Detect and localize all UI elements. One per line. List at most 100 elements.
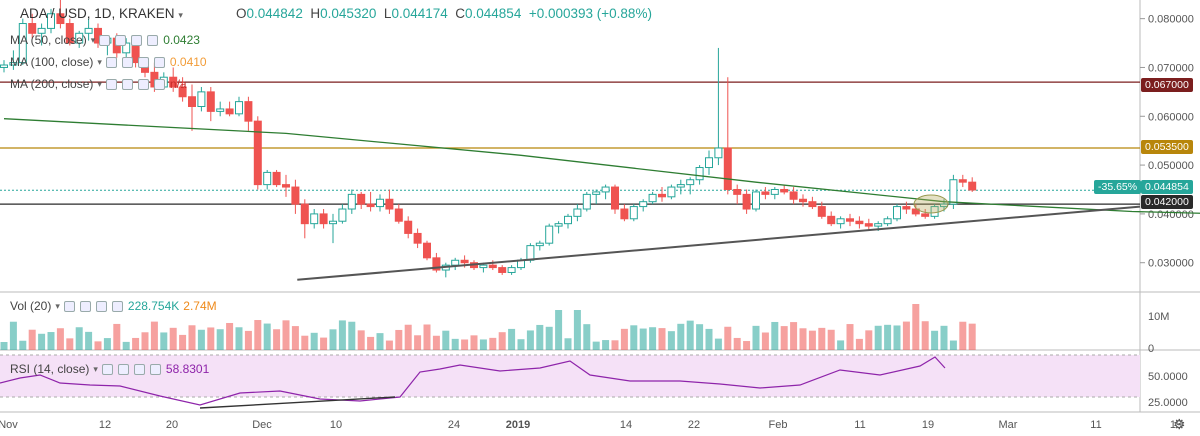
- volume-bar: [893, 325, 901, 350]
- legend-ma50[interactable]: MA (50, close) ▾ 0.0423: [10, 33, 200, 47]
- volume-bar: [207, 327, 215, 350]
- settings-icon[interactable]: [115, 34, 127, 46]
- candle-body: [253, 120, 262, 186]
- candle-body: [47, 13, 55, 29]
- close-icon[interactable]: [111, 300, 123, 312]
- candle-body: [84, 27, 93, 34]
- candle-body: [911, 208, 920, 215]
- candle-body: [394, 208, 403, 222]
- close-icon[interactable]: [147, 34, 159, 46]
- candle-body: [206, 91, 215, 112]
- ma50-label[interactable]: MA (50, close): [10, 33, 87, 47]
- legend-volume[interactable]: Vol (20) ▾ 228.754K 2.74M: [10, 299, 217, 313]
- candle-body: [423, 242, 431, 259]
- eye-icon[interactable]: [101, 363, 113, 375]
- candle-body: [808, 201, 817, 208]
- chevron-down-icon[interactable]: ▾: [97, 78, 102, 89]
- volume-bar: [47, 332, 55, 350]
- volume-bar: [169, 327, 177, 350]
- legend-rsi[interactable]: RSI (14, close) ▾ 58.8301: [10, 362, 209, 376]
- legend-ma200[interactable]: MA (200, close) ▾ n/a: [10, 77, 187, 91]
- volume-bar: [545, 326, 553, 350]
- candle-body: [460, 259, 469, 264]
- volume-tick-label: 0: [1148, 343, 1154, 355]
- plus-icon[interactable]: [133, 363, 145, 375]
- candle-body: [272, 171, 281, 186]
- time-axis-label: Dec: [252, 419, 272, 431]
- settings-icon[interactable]: [121, 56, 133, 68]
- candle-body: [545, 225, 554, 244]
- plus-icon[interactable]: [137, 56, 149, 68]
- volume-bar: [602, 340, 610, 350]
- volume-bar: [263, 323, 271, 350]
- volume-bar: [329, 329, 337, 350]
- time-axis-label: Nov: [0, 419, 18, 431]
- volume-bar: [837, 340, 845, 350]
- candle-body: [770, 188, 779, 195]
- volume-bar: [884, 324, 892, 350]
- volume-bar: [9, 321, 17, 350]
- time-axis-label: 10: [330, 419, 342, 431]
- chevron-down-icon[interactable]: ▾: [55, 300, 60, 311]
- volume-bar: [254, 320, 262, 350]
- chevron-down-icon[interactable]: ▾: [97, 56, 102, 67]
- volume-bar: [555, 310, 563, 350]
- gear-icon[interactable]: ⚙: [1173, 416, 1186, 432]
- legend-ma100[interactable]: MA (100, close) ▾ 0.0410: [10, 55, 207, 69]
- chevron-down-icon[interactable]: ▾: [90, 34, 96, 45]
- settings-icon[interactable]: [79, 300, 91, 312]
- settings-icon[interactable]: [117, 363, 129, 375]
- plus-icon[interactable]: [131, 34, 143, 46]
- eye-icon[interactable]: [105, 56, 117, 68]
- candle-body: [263, 171, 272, 186]
- eye-icon[interactable]: [99, 34, 111, 46]
- volume-bar: [733, 337, 741, 350]
- ma100-label[interactable]: MA (100, close): [10, 55, 94, 69]
- ma100-value: 0.0410: [169, 55, 207, 69]
- volume-bar: [66, 338, 74, 350]
- ma200-label[interactable]: MA (200, close): [10, 77, 94, 91]
- candle-body: [601, 186, 610, 193]
- settings-icon[interactable]: [121, 78, 133, 90]
- volume-bar: [855, 338, 863, 350]
- plus-icon[interactable]: [137, 78, 149, 90]
- candle-body: [592, 191, 601, 195]
- high-value: 0.045320: [320, 6, 377, 21]
- plus-icon[interactable]: [95, 300, 107, 312]
- volume-bar: [630, 325, 638, 350]
- candle-body: [535, 242, 544, 247]
- volume-bar: [113, 323, 121, 350]
- close-icon[interactable]: [149, 363, 161, 375]
- close-icon[interactable]: [153, 78, 165, 90]
- candle-body: [733, 188, 742, 195]
- candle-body: [958, 179, 967, 183]
- volume-bar: [273, 329, 281, 350]
- price-tick-label: 0.080000: [1148, 14, 1194, 26]
- chevron-down-icon[interactable]: ▾: [93, 363, 98, 374]
- symbol-label[interactable]: ADA / USD, 1D, KRAKEN: [20, 6, 175, 21]
- price-tag-resistance-mid: 0.053500: [1141, 140, 1193, 154]
- close-icon[interactable]: [153, 56, 165, 68]
- candle-body: [827, 215, 836, 225]
- volume-bar: [301, 335, 309, 350]
- candle-body: [413, 232, 422, 244]
- candle-body: [761, 191, 770, 195]
- chevron-down-icon[interactable]: ▾: [178, 10, 183, 20]
- volume-bar: [508, 328, 516, 350]
- candle-body: [893, 206, 901, 220]
- volume-bar: [216, 329, 224, 350]
- candle-body: [639, 201, 648, 208]
- candle-body: [479, 264, 488, 269]
- candle-body: [216, 108, 225, 112]
- candle-body: [799, 198, 807, 203]
- time-axis-label: Feb: [769, 419, 788, 431]
- rsi-label[interactable]: RSI (14, close): [10, 362, 90, 376]
- candle-body: [705, 157, 713, 169]
- price-tag-change-pct: -35.65%: [1094, 180, 1142, 194]
- time-axis-label: 11: [854, 419, 865, 431]
- vol-label[interactable]: Vol (20): [10, 299, 52, 313]
- eye-icon[interactable]: [105, 78, 117, 90]
- symbol-title[interactable]: ADA / USD, 1D, KRAKEN ▾: [20, 6, 183, 21]
- eye-icon[interactable]: [63, 300, 75, 312]
